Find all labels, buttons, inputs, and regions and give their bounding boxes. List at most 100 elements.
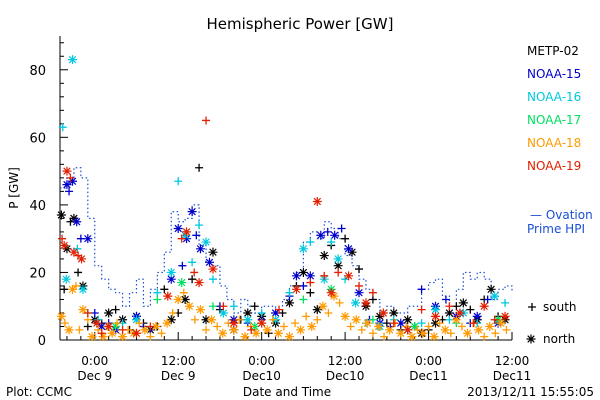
south-marker — [83, 322, 92, 331]
south-marker — [192, 231, 201, 240]
north-marker — [180, 230, 190, 240]
north-marker — [496, 318, 506, 328]
north-marker — [182, 234, 192, 244]
south-marker — [417, 285, 426, 294]
north-marker — [194, 278, 204, 288]
south-marker — [324, 308, 333, 317]
south-marker — [111, 305, 120, 314]
legend-noaa-19: NOAA-19 — [527, 159, 581, 173]
south-marker — [313, 315, 322, 324]
north-marker — [182, 227, 192, 237]
north-marker — [307, 321, 317, 331]
north-marker — [431, 311, 441, 321]
legend-noaa-17: NOAA-17 — [527, 113, 581, 127]
north-marker — [271, 308, 281, 318]
plot-timestamp: 2013/12/11 15:55:05 — [467, 385, 594, 399]
south-marker — [441, 295, 450, 304]
south-marker — [190, 268, 199, 277]
north-marker — [340, 311, 350, 321]
north-marker — [375, 311, 385, 321]
south-marker — [190, 315, 199, 324]
x-tick-time: 0:00 — [81, 354, 108, 368]
north-marker — [485, 321, 495, 331]
north-marker — [97, 321, 107, 331]
north-marker — [205, 257, 215, 267]
south-marker — [66, 173, 75, 182]
south-marker — [320, 271, 329, 280]
north-marker — [173, 294, 183, 304]
south-marker — [368, 288, 377, 297]
north-marker — [458, 298, 468, 308]
south-marker — [483, 295, 492, 304]
north-marker — [431, 318, 441, 328]
y-tick-label: 60 — [29, 131, 46, 146]
south-marker — [246, 322, 255, 331]
north-marker — [72, 217, 82, 227]
north-marker — [77, 254, 87, 264]
north-marker — [284, 298, 294, 308]
north-marker — [104, 308, 114, 318]
south-marker — [208, 302, 217, 311]
south-marker — [160, 285, 169, 294]
south-marker — [275, 305, 284, 314]
north-marker — [56, 210, 66, 220]
south-marker — [247, 325, 256, 334]
north-marker — [251, 328, 261, 338]
south-marker — [75, 325, 84, 334]
south-marker — [94, 325, 103, 334]
north-marker — [56, 311, 66, 321]
north-marker — [166, 315, 176, 325]
south-marker — [435, 319, 444, 328]
south-marker — [118, 325, 127, 334]
north-marker — [68, 176, 78, 186]
south-marker — [417, 319, 426, 328]
north-marker — [201, 315, 211, 325]
north-marker — [330, 230, 340, 240]
north-marker — [403, 315, 413, 325]
north-marker — [462, 328, 472, 338]
chart-title: Hemispheric Power [GW] — [207, 15, 394, 33]
north-marker — [173, 224, 183, 234]
north-marker — [111, 321, 121, 331]
south-marker — [341, 275, 350, 284]
legend-ovation-line2: Prime HPI — [527, 222, 585, 236]
north-marker — [177, 278, 187, 288]
north-marker — [195, 305, 205, 315]
north-marker — [59, 240, 69, 250]
north-marker — [68, 284, 78, 294]
legend-metp-02: METP-02 — [527, 44, 579, 58]
north-marker — [354, 288, 364, 298]
north-marker — [362, 318, 372, 328]
south-marker — [327, 238, 336, 247]
north-marker — [291, 271, 301, 281]
y-tick-label: 0 — [38, 334, 46, 349]
south-marker — [491, 329, 500, 338]
south-marker — [502, 325, 511, 334]
south-marker — [168, 308, 177, 317]
north-marker — [208, 247, 218, 257]
south-marker — [202, 325, 211, 334]
north-marker — [479, 301, 489, 311]
north-marker — [201, 237, 211, 247]
north-marker — [273, 328, 283, 338]
north-marker — [418, 328, 428, 338]
south-marker — [58, 234, 67, 243]
north-marker — [61, 274, 71, 284]
ovation-hpi-line — [60, 167, 513, 314]
north-marker — [296, 325, 306, 335]
north-marker — [396, 328, 406, 338]
legend-noaa-15: NOAA-15 — [527, 67, 581, 81]
legend-ovation-line1: — Ovation — [530, 208, 593, 222]
x-tick-date: Dec10 — [326, 369, 365, 383]
north-marker — [444, 308, 454, 318]
north-marker — [131, 315, 141, 325]
north-marker — [229, 318, 239, 328]
south-marker — [334, 268, 343, 277]
north-marker — [83, 234, 93, 244]
north-marker — [316, 230, 326, 240]
north-marker — [180, 294, 190, 304]
legend-noaa-16: NOAA-16 — [527, 90, 581, 104]
south-marker — [65, 187, 74, 196]
north-marker — [490, 291, 500, 301]
south-marker — [146, 322, 155, 331]
